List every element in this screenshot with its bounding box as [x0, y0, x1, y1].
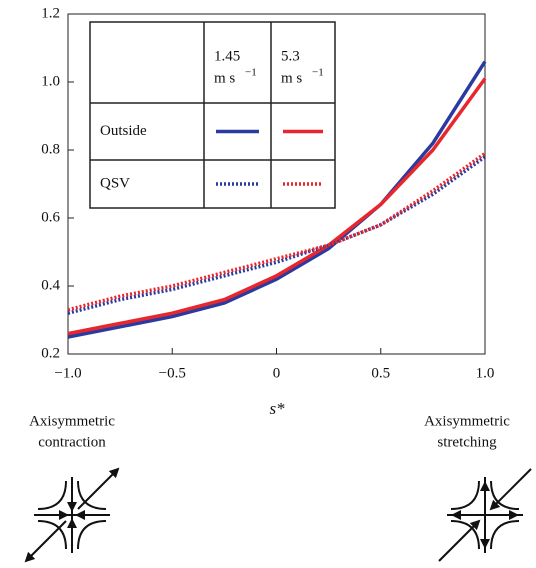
x-axis-label: s*	[269, 399, 285, 418]
x-tick-label: 1.0	[476, 365, 495, 381]
column-unit-exponent: −1	[312, 67, 324, 79]
legend-table	[89, 21, 336, 209]
column-header: 1.45	[214, 48, 240, 64]
x-tick-label: −1.0	[54, 365, 81, 381]
series-line	[67, 60, 487, 339]
contraction-icon	[24, 467, 120, 563]
series-line	[67, 77, 487, 336]
y-tick-label: 0.2	[41, 345, 60, 361]
row-label: Outside	[100, 123, 147, 139]
x-tick-label: 0.5	[371, 365, 390, 381]
y-tick-label: 0.8	[41, 141, 60, 157]
annotation: Axisymmetric	[424, 413, 510, 429]
y-tick-label: 0.6	[41, 209, 60, 225]
column-header: 5.3	[281, 48, 300, 64]
annotation: Axisymmetric	[29, 413, 115, 429]
y-tick-label: 1.0	[41, 73, 60, 89]
y-tick-label: 1.2	[41, 5, 60, 21]
y-tick-label: 0.4	[41, 277, 60, 293]
annotation: stretching	[437, 434, 497, 450]
column-unit: m s	[281, 70, 302, 86]
column-unit-exponent: −1	[245, 67, 257, 79]
x-tick-label: 0	[273, 365, 281, 381]
annotation: contraction	[38, 434, 106, 450]
stretching-icon	[438, 468, 532, 562]
series-line	[67, 155, 487, 315]
x-tick-label: −0.5	[159, 365, 186, 381]
column-unit: m s	[214, 70, 235, 86]
row-label: QSV	[100, 175, 130, 191]
